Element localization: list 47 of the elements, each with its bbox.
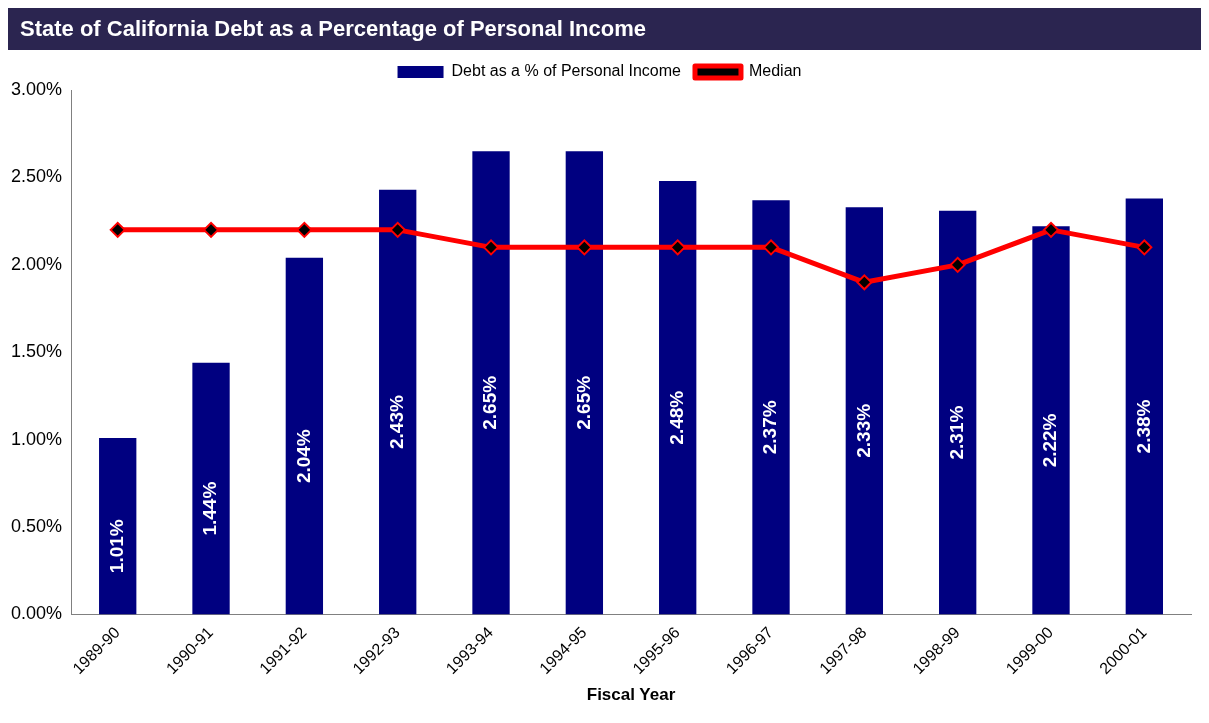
data-label: 2.48%: [665, 390, 687, 445]
data-label: 2.37%: [759, 400, 781, 455]
bar: [939, 210, 977, 615]
point: [576, 239, 593, 256]
x-axis-title: Fiscal Year: [586, 685, 676, 705]
bar: [752, 200, 790, 615]
point: [1043, 221, 1060, 238]
legend-label: Median: [748, 62, 802, 80]
bar: [659, 180, 697, 615]
bar: [1032, 226, 1070, 615]
bar: [845, 207, 884, 615]
y-tick-label: 0.00%: [10, 603, 63, 624]
point: [203, 221, 220, 238]
y-tick-label: 1.50%: [10, 341, 63, 362]
y-tick-label: 1.00%: [10, 428, 63, 449]
point: [763, 239, 780, 256]
bar: [285, 257, 324, 615]
point: [669, 239, 686, 256]
y-tick-label: 0.50%: [10, 516, 63, 537]
data-label: 2.04%: [292, 429, 314, 484]
point: [109, 221, 126, 238]
bar: [1125, 198, 1163, 615]
legend-label: Debt as a % of Personal Income: [451, 62, 682, 80]
y-tick-label: 2.00%: [10, 253, 63, 274]
data-label: 2.38%: [1132, 399, 1154, 454]
point: [296, 221, 313, 238]
bar: [379, 189, 417, 615]
chart-title: State of California Debt as a Percentage of Personal Income: [8, 8, 1201, 50]
point: [856, 274, 873, 291]
y-tick-label: 2.50%: [10, 166, 63, 187]
point: [1136, 239, 1153, 256]
bar: [192, 362, 230, 615]
bar: [99, 437, 137, 615]
point: [483, 239, 500, 256]
point: [389, 221, 406, 238]
data-label: 1.01%: [105, 519, 127, 574]
bar: [472, 151, 510, 615]
data-label: 1.44%: [199, 481, 221, 536]
data-label: 2.65%: [479, 375, 501, 430]
data-label: 2.65%: [572, 375, 594, 430]
data-label: 2.31%: [945, 405, 967, 460]
data-label: 2.33%: [852, 403, 874, 458]
point: [949, 256, 966, 273]
data-label: 2.43%: [385, 395, 407, 450]
bar: [565, 151, 604, 615]
data-label: 2.22%: [1039, 413, 1061, 468]
y-tick-label: 3.00%: [10, 78, 63, 99]
